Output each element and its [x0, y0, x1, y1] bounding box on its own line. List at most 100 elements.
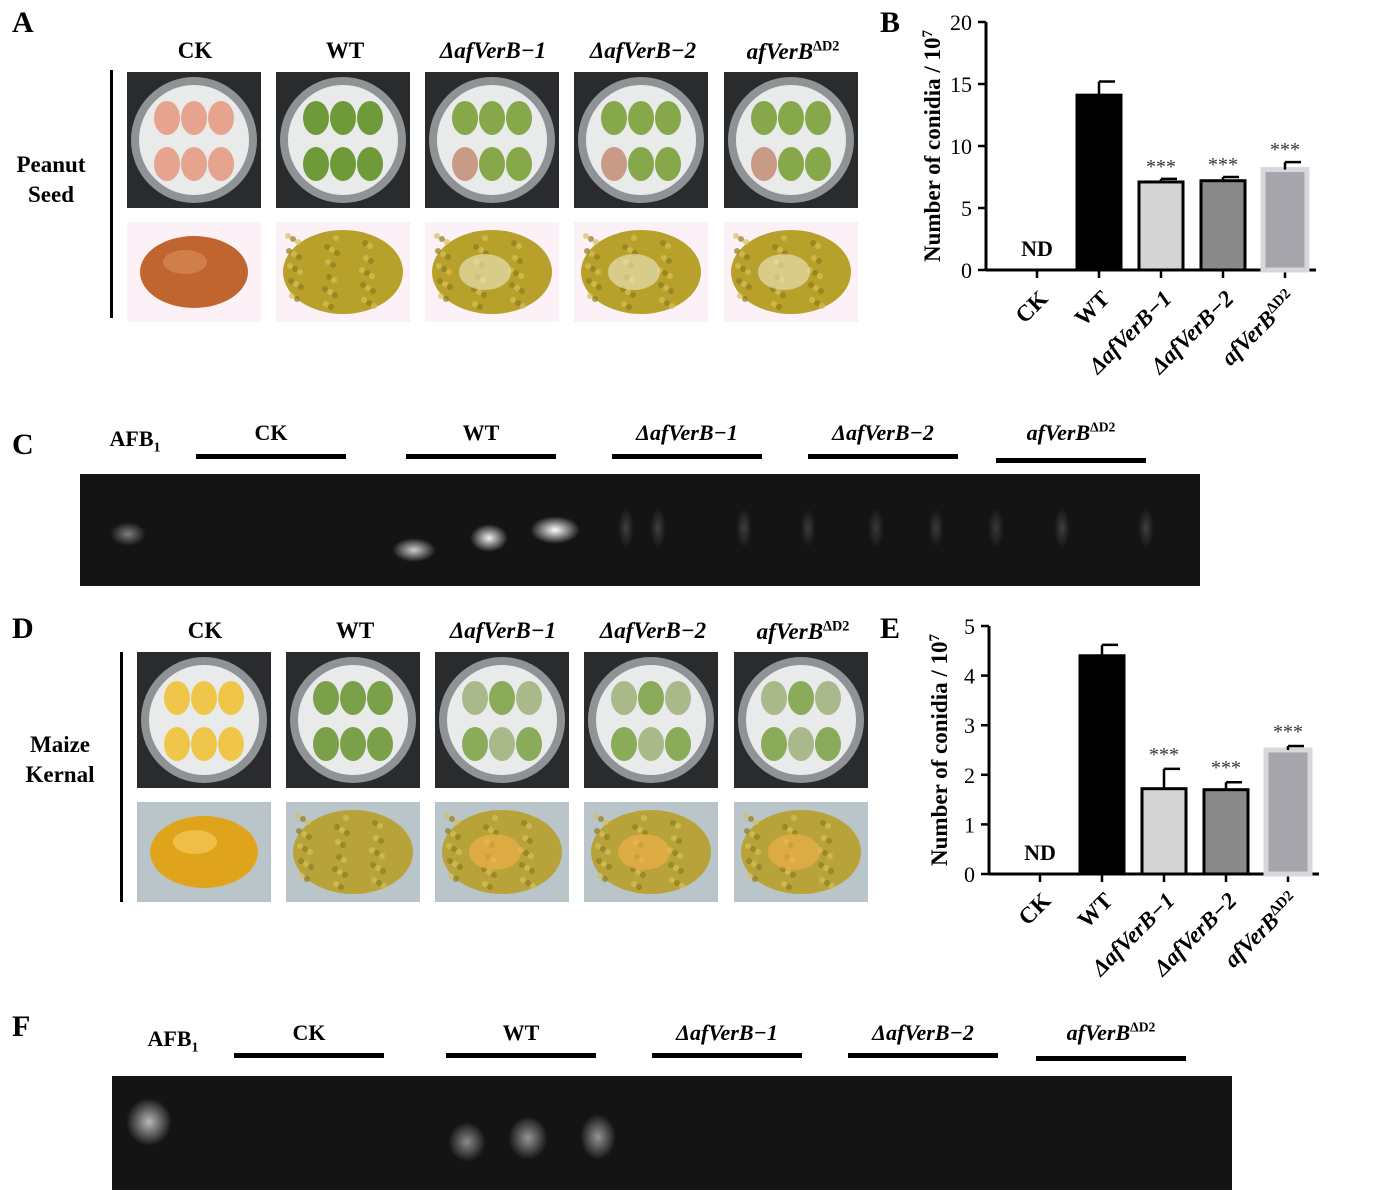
col-label-wt: WT: [325, 38, 365, 63]
closeup-photo-4: [584, 802, 718, 902]
seed-on-plate: [340, 681, 366, 715]
tlc-spot: [650, 508, 666, 548]
tlc-c-label-mut2: ΔafVerB−2: [832, 420, 934, 445]
bar-annotation: ***: [1149, 744, 1179, 766]
seed-on-plate: [330, 101, 356, 135]
seed-on-plate: [611, 727, 637, 761]
seed-on-plate: [628, 147, 654, 181]
col-label-mut1: ΔafVerB−1: [439, 38, 547, 63]
panel-label-f: F: [12, 1010, 31, 1043]
plate-photo-4: [574, 72, 708, 208]
seed-on-plate: [154, 147, 180, 181]
x-tick-label: WT: [1070, 286, 1115, 331]
seed-on-plate: [506, 147, 532, 181]
tlc-f-label-ck: CK: [292, 1020, 326, 1045]
seed-on-plate: [452, 147, 478, 181]
y-tick-label: 0: [964, 862, 975, 887]
tlc-spot: [988, 508, 1004, 548]
panel-label-e: E: [880, 612, 901, 645]
seed-on-plate: [479, 101, 505, 135]
seed-on-plate: [218, 681, 244, 715]
seed-on-plate: [638, 727, 664, 761]
row-label-peanut: Peanut Seed: [16, 152, 86, 207]
row-bracket-maize: [120, 652, 123, 902]
y-tick-label: 5: [964, 614, 975, 639]
bar-2: [1137, 180, 1185, 272]
seed-core: [608, 254, 660, 290]
closeup-photo-3: [425, 222, 559, 322]
seed-on-plate: [805, 101, 831, 135]
tlc-f-bar-wt: [446, 1053, 596, 1058]
seed-on-plate: [357, 147, 383, 181]
plate-photo-3: [435, 652, 569, 788]
seed-on-plate: [181, 147, 207, 181]
closeup-photo-1: [137, 802, 271, 902]
tlc-spot: [448, 1122, 486, 1162]
y-axis-label: Number of conidia / 107: [920, 30, 945, 262]
closeup-photo-2: [276, 222, 410, 322]
tlc-spot: [580, 1114, 616, 1160]
plate-photo-1: [127, 72, 261, 208]
seed-on-plate: [778, 147, 804, 181]
tlc-c-bar-ck: [196, 454, 346, 459]
seed-on-plate: [367, 681, 393, 715]
seed-on-plate: [479, 147, 505, 181]
closeup-photo-1: [127, 222, 261, 322]
plate-photo-5: [734, 652, 868, 788]
plate-photo-2: [286, 652, 420, 788]
row-bracket-peanut: [110, 70, 113, 318]
panel-label-d: D: [12, 612, 34, 645]
y-tick-label: 1: [964, 812, 975, 837]
seed-core: [469, 834, 521, 870]
seed-on-plate: [788, 727, 814, 761]
seed-on-plate: [367, 727, 393, 761]
seed-on-plate: [655, 101, 681, 135]
seed-on-plate: [330, 147, 356, 181]
seed-on-plate: [628, 101, 654, 135]
bar-annotation: ***: [1273, 721, 1303, 743]
panel-label-a: A: [12, 6, 34, 39]
closeup-photo-3: [435, 802, 569, 902]
plate-photo-5: [724, 72, 858, 208]
seed-core: [459, 254, 511, 290]
tlc-c-bar-wt: [406, 454, 556, 459]
seed-core: [758, 254, 810, 290]
tlc-c-bar-mut2: [808, 454, 958, 459]
tlc-spot: [800, 508, 816, 548]
seed-on-plate: [601, 101, 627, 135]
y-axis-label: Number of conidia / 107: [927, 634, 952, 866]
tlc-f-bar-comp: [1036, 1056, 1186, 1061]
tlc-spot: [1054, 508, 1070, 548]
bar-annotation: ND: [1024, 840, 1056, 865]
tlc-spot: [1138, 508, 1154, 548]
seed-on-plate: [638, 681, 664, 715]
bar-2: [1140, 787, 1188, 876]
x-tick-label: WT: [1073, 888, 1118, 933]
tlc-spot: [392, 538, 436, 562]
col-label-mut2-d: ΔafVerB−2: [599, 618, 707, 643]
col-label-comp: afVerBΔD2: [746, 38, 840, 64]
seed-on-plate: [357, 101, 383, 135]
closeup-photo-5: [724, 222, 858, 322]
tlc-f-bar-ck: [234, 1053, 384, 1058]
col-label-mut1-d: ΔafVerB−1: [449, 618, 557, 643]
y-tick-label: 20: [950, 10, 972, 35]
seed-on-plate: [489, 727, 515, 761]
seed-on-plate: [313, 681, 339, 715]
seed-on-plate: [788, 681, 814, 715]
plate-photo-3: [425, 72, 559, 208]
bar-annotation: ***: [1211, 757, 1241, 779]
tlc-f-label-mut2: ΔafVerB−2: [872, 1020, 974, 1045]
plate-photo-4: [584, 652, 718, 788]
seed-on-plate: [164, 727, 190, 761]
seed-on-plate: [751, 147, 777, 181]
seed-on-plate: [181, 101, 207, 135]
y-tick-label: 5: [961, 196, 972, 221]
seed-on-plate: [462, 727, 488, 761]
tlc-c-label-mut1: ΔafVerB−1: [636, 420, 738, 445]
x-tick-label: CK: [1013, 888, 1055, 930]
col-label-comp-d: afVerBΔD2: [756, 618, 850, 644]
seed-on-plate: [489, 681, 515, 715]
bar-annotation: ***: [1208, 154, 1238, 176]
